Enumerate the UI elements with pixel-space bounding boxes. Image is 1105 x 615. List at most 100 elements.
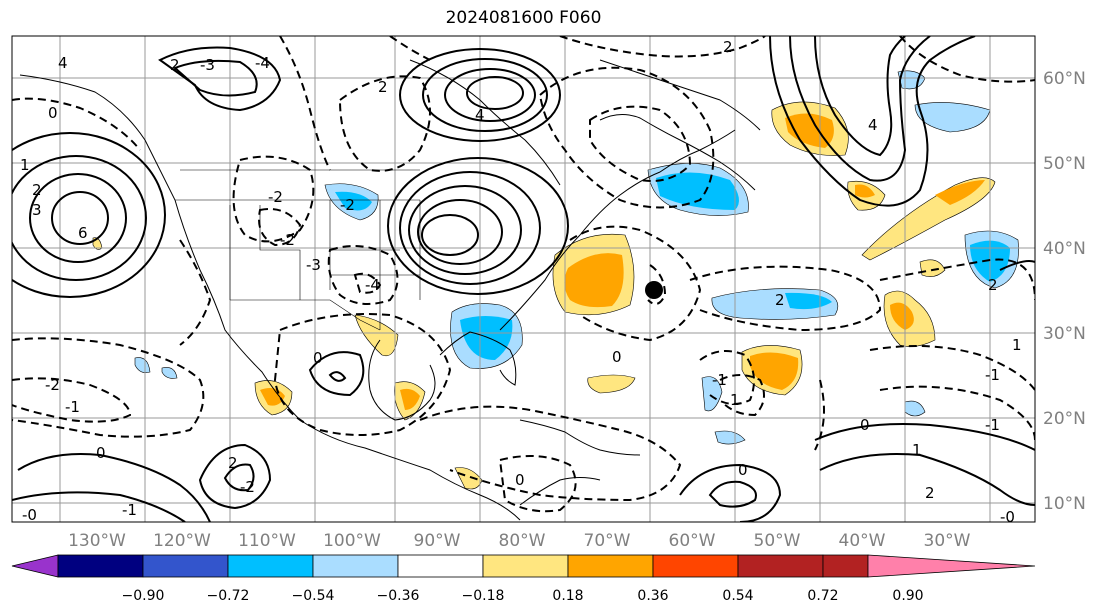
lat-label: 30°N <box>1043 324 1086 344</box>
pos-region-texas <box>354 314 399 357</box>
contour-label: -2 <box>240 478 255 496</box>
pos-region-gulf-mexico-core <box>400 388 420 410</box>
colorbar-tick: −0.18 <box>462 588 505 604</box>
lat-label: 50°N <box>1043 154 1086 174</box>
neg-region-small-2 <box>904 400 926 417</box>
pos-region-central-america <box>454 467 483 490</box>
contour-label: -1 <box>122 501 137 519</box>
contour-label: 2 <box>988 276 998 294</box>
contours-negative <box>12 36 1035 513</box>
contour-label: 0 <box>96 444 106 462</box>
location-marker <box>645 281 663 299</box>
contour-label: -0 <box>22 506 37 524</box>
colorbar: −0.90 −0.72 −0.54 −0.36 −0.18 0.18 0.36 … <box>11 554 1036 604</box>
pos-region-north-small-core <box>855 184 875 198</box>
pos-region-caribbean <box>587 374 636 394</box>
contour-label: -4 <box>255 54 270 72</box>
contour-label: -2 <box>340 196 355 214</box>
colorbar-min-arrow <box>11 554 59 578</box>
contour-label: 2 <box>32 181 42 199</box>
contour-label: 0 <box>612 348 622 366</box>
lon-label: 30°W <box>924 531 971 551</box>
colorbar-bin <box>737 554 824 578</box>
colorbar-bin <box>227 554 314 578</box>
contour-label: -3 <box>200 56 215 74</box>
neg-region-small-3 <box>714 430 746 445</box>
contour-label: 0 <box>738 461 748 479</box>
pos-region-east-band-core <box>935 180 985 205</box>
colorbar-tick: −0.36 <box>377 588 420 604</box>
contour-label: 2 <box>925 484 935 502</box>
contour-label: -2 <box>280 231 295 249</box>
colorbar-bin <box>57 554 144 578</box>
contour-label: 4 <box>868 116 878 134</box>
contour-label: -1 <box>712 371 727 389</box>
colorbar-bin <box>567 554 654 578</box>
contours-positive <box>12 36 1035 522</box>
neg-region-plains-core <box>335 191 372 211</box>
colorbar-tick: −0.72 <box>207 588 250 604</box>
contour-label: 2 <box>170 56 180 74</box>
neg-region-newfoundland-core <box>656 172 739 210</box>
longitude-labels: 130°W 120°W 110°W 100°W 90°W 80°W 70°W 6… <box>68 531 971 551</box>
pos-region-north-atlantic-core <box>785 113 834 148</box>
lon-label: 120°W <box>153 531 211 551</box>
contour-label: -1 <box>985 416 1000 434</box>
neg-region-small-1 <box>701 376 723 412</box>
colorbar-bin <box>652 554 739 578</box>
lon-label: 60°W <box>669 531 716 551</box>
contour-label: -3 <box>306 256 321 274</box>
contour-label: -2 <box>45 376 60 394</box>
colorbar-tick: 0.72 <box>807 588 838 604</box>
contour-label: -1 <box>65 398 80 416</box>
contour-label: 0 <box>860 416 870 434</box>
lon-label: 130°W <box>68 531 126 551</box>
lon-label: 50°W <box>754 531 801 551</box>
contour-label: 0 <box>515 471 525 489</box>
contour-label: 3 <box>32 201 42 219</box>
coastlines <box>19 59 761 521</box>
contour-label: 1 <box>1012 336 1022 354</box>
pos-region-azores-core <box>890 302 914 330</box>
colorbar-max-arrow <box>822 554 869 578</box>
contour-label: 2 <box>775 291 785 309</box>
contour-label: 4 <box>58 54 68 72</box>
graticule <box>12 36 1035 522</box>
colorbar-bin <box>397 554 484 578</box>
lat-label: 60°N <box>1043 69 1086 89</box>
neg-region-small-4 <box>134 357 151 373</box>
contour-label: 2 <box>228 454 238 472</box>
lat-label: 10°N <box>1043 494 1086 514</box>
lon-label: 100°W <box>323 531 381 551</box>
colorbar-tick: 0.54 <box>722 588 753 604</box>
contour-label: 6 <box>78 224 88 242</box>
lon-label: 110°W <box>238 531 296 551</box>
contour-label: 4 <box>475 106 485 124</box>
colorbar-tick: 0.36 <box>637 588 668 604</box>
pos-region-mid-atlantic-core <box>750 352 799 390</box>
contour-label: -1 <box>985 366 1000 384</box>
shaded-anomalies <box>92 70 1019 490</box>
contour-labels: 4 2 0 -1 -2 -3 -4 1 2 3 6 0 -1 2 1 0 -0 … <box>20 38 1022 524</box>
lon-label: 90°W <box>414 531 461 551</box>
contour-label: 1 <box>730 391 740 409</box>
colorbar-tick: −0.54 <box>292 588 335 604</box>
map-border <box>11 35 1036 523</box>
lat-label: 20°N <box>1043 409 1086 429</box>
map-title: 2024081600 F060 <box>445 8 602 28</box>
lon-label: 80°W <box>499 531 546 551</box>
colorbar-bin <box>142 554 229 578</box>
contour-label: 2 <box>378 78 388 96</box>
contour-label: 0 <box>48 104 58 122</box>
contour-label: -4 <box>365 276 380 294</box>
neg-region-small-5 <box>161 367 178 379</box>
colorbar-tick: −0.90 <box>122 588 165 604</box>
lon-label: 40°W <box>839 531 886 551</box>
lon-label: 70°W <box>584 531 631 551</box>
neg-region-southeast-us-core <box>460 316 513 360</box>
colorbar-max-arrow-tip <box>867 554 1036 578</box>
contour-label: 1 <box>20 156 30 174</box>
contour-label: -2 <box>268 188 283 206</box>
pos-region-west-east <box>919 259 946 277</box>
